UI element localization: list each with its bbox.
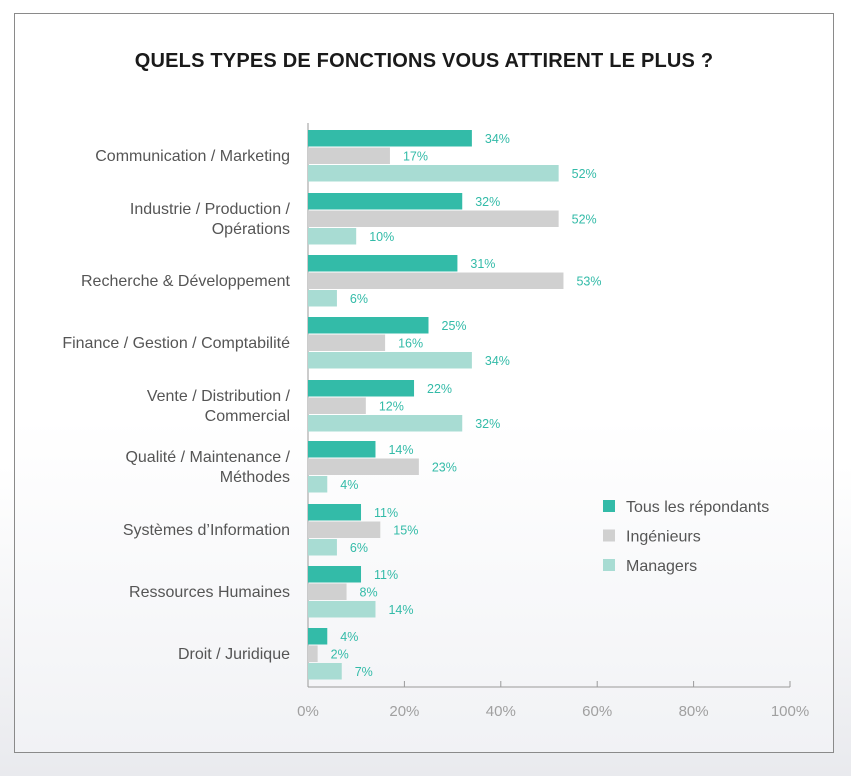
x-tick-label: 40%	[486, 703, 516, 720]
bar-value-label: 23%	[432, 460, 457, 474]
bar	[308, 255, 458, 272]
bar-value-label: 4%	[340, 630, 358, 644]
bar	[308, 566, 362, 583]
x-tick-label: 80%	[679, 703, 709, 720]
bar	[308, 130, 472, 147]
bar	[308, 380, 415, 397]
bar-value-label: 6%	[350, 541, 368, 555]
x-tick-label: 20%	[389, 703, 419, 720]
category-label: Vente / Distribution /	[147, 388, 291, 405]
bar-value-label: 2%	[331, 647, 349, 661]
x-tick-label: 0%	[297, 703, 319, 720]
bar	[308, 165, 559, 182]
bar	[308, 397, 366, 414]
legend-swatch	[603, 500, 615, 512]
bar	[308, 663, 342, 680]
bar-value-label: 32%	[475, 417, 500, 431]
bar	[308, 272, 564, 289]
bar	[308, 476, 328, 493]
chart-title: QUELS TYPES DE FONCTIONS VOUS ATTIRENT L…	[134, 50, 714, 72]
bar-value-label: 52%	[572, 167, 597, 181]
category-label: Recherche & Développement	[81, 273, 291, 290]
bar-value-label: 52%	[572, 212, 597, 226]
bar	[308, 539, 337, 556]
category-label: Finance / Gestion / Comptabilité	[62, 335, 290, 352]
bar-value-label: 4%	[340, 478, 358, 492]
bar	[308, 228, 357, 245]
legend-label: Tous les répondants	[626, 499, 769, 516]
category-label: Industrie / Production /	[130, 201, 291, 218]
category-label: Ressources Humaines	[129, 584, 290, 601]
bar	[308, 193, 463, 210]
bar	[308, 504, 362, 521]
category-label: Droit / Juridique	[178, 646, 290, 663]
bar	[308, 352, 472, 369]
category-label: Méthodes	[220, 469, 290, 486]
bar	[308, 628, 328, 645]
legend-swatch	[603, 529, 615, 542]
category-label: Communication / Marketing	[95, 148, 290, 165]
bar	[308, 147, 390, 164]
x-tick-label: 100%	[771, 703, 809, 720]
bar-value-label: 10%	[369, 230, 394, 244]
bar	[308, 290, 337, 307]
legend-label: Ingénieurs	[626, 529, 701, 546]
bar	[308, 441, 376, 458]
bar-value-label: 7%	[355, 665, 373, 679]
bar-value-label: 14%	[388, 603, 413, 617]
category-label: Systèmes d’Information	[123, 522, 290, 539]
bar-value-label: 14%	[388, 443, 413, 457]
bar-value-label: 12%	[379, 399, 404, 413]
bar-value-label: 32%	[475, 195, 500, 209]
bar-value-label: 31%	[470, 257, 495, 271]
category-label: Opérations	[212, 221, 290, 238]
bar-value-label: 25%	[442, 319, 467, 333]
bar-value-label: 34%	[485, 354, 510, 368]
bar-value-label: 53%	[576, 274, 601, 288]
legend-swatch	[603, 559, 615, 571]
bar-value-label: 22%	[427, 382, 452, 396]
bar	[308, 458, 419, 475]
bar-value-label: 11%	[374, 568, 398, 582]
bar-value-label: 17%	[403, 149, 428, 163]
category-label: Commercial	[205, 408, 290, 425]
bar-value-label: 15%	[393, 523, 418, 537]
bar-value-label: 6%	[350, 292, 368, 306]
category-label: Qualité / Maintenance /	[125, 449, 290, 466]
bar-value-label: 16%	[398, 336, 423, 350]
bar	[308, 583, 347, 600]
x-tick-label: 60%	[582, 703, 612, 720]
bar	[308, 210, 559, 227]
legend-label: Managers	[626, 558, 697, 575]
bar	[308, 317, 429, 334]
bar-value-label: 34%	[485, 132, 510, 146]
bar	[308, 415, 463, 432]
bar	[308, 601, 376, 618]
bar	[308, 521, 381, 538]
bar-value-label: 8%	[360, 585, 378, 599]
bar	[308, 334, 386, 351]
bar	[308, 645, 318, 662]
bar-value-label: 11%	[374, 506, 398, 520]
